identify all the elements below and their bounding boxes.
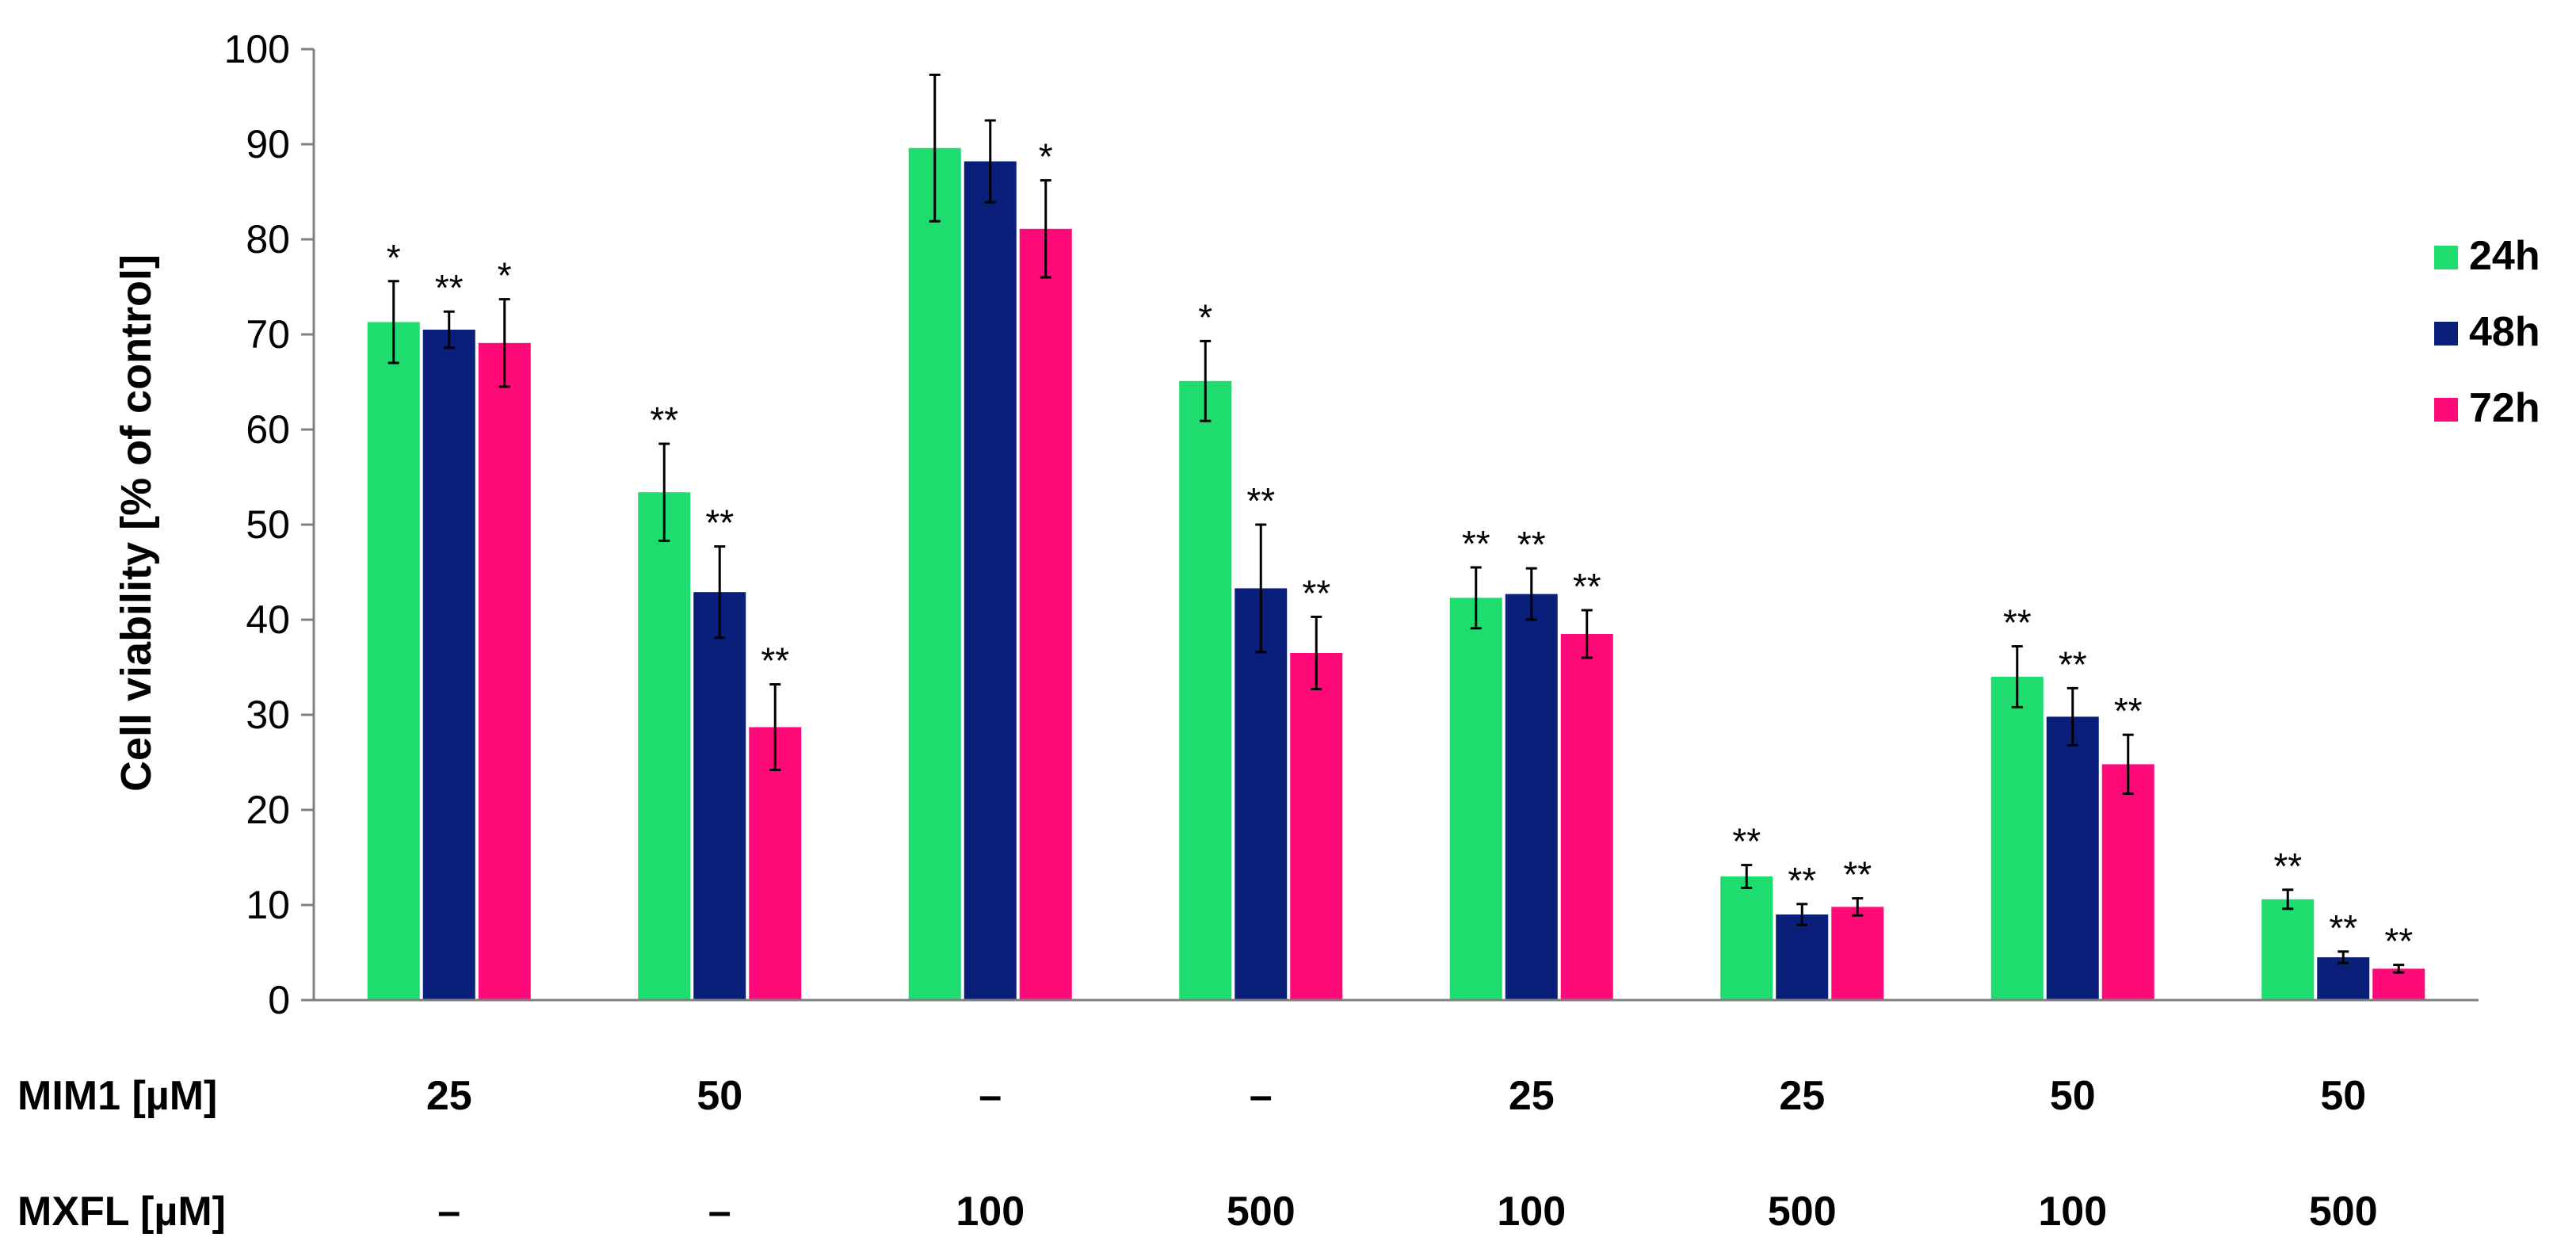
- y-tick-label: 50: [246, 502, 290, 547]
- y-tick-label: 20: [246, 788, 290, 832]
- significance-marker: **: [2384, 921, 2413, 962]
- category-row-value: –: [708, 1189, 731, 1235]
- bar-72h-0: [478, 342, 531, 1000]
- legend-swatch-24h: [2434, 246, 2458, 269]
- bar-48h-6: [2046, 716, 2099, 1000]
- bar-72h-7: [2372, 968, 2425, 1000]
- y-tick-label: 10: [246, 883, 290, 927]
- significance-marker: **: [1246, 480, 1275, 521]
- y-tick-label: 0: [268, 978, 290, 1022]
- category-row-value: 25: [426, 1073, 472, 1119]
- significance-marker: **: [435, 267, 464, 308]
- bar-72h-5: [1831, 907, 1884, 1000]
- legend-label: 72h: [2469, 385, 2540, 431]
- y-tick-label: 70: [246, 312, 290, 357]
- bar-24h-5: [1720, 876, 1773, 1000]
- y-tick-label: 100: [224, 27, 290, 71]
- category-row-value: –: [979, 1073, 1002, 1119]
- category-row-value: 100: [1497, 1189, 1566, 1235]
- legend-swatch-48h: [2434, 322, 2458, 346]
- y-axis-title: Cell viability [% of control]: [113, 254, 160, 792]
- bar-48h-1: [693, 592, 746, 1000]
- significance-marker: **: [1302, 572, 1330, 613]
- category-row-value: 25: [1509, 1073, 1555, 1119]
- y-axis-title-group: Cell viability [% of control]: [113, 254, 160, 792]
- legend: 24h 48h 72h: [2434, 233, 2540, 431]
- significance-marker: **: [2003, 602, 2032, 643]
- y-tick-label: 60: [246, 407, 290, 452]
- significance-marker: **: [2059, 643, 2087, 685]
- bar-24h-0: [367, 322, 420, 1000]
- significance-marker: *: [1198, 296, 1212, 338]
- bar-72h-1: [749, 727, 802, 1000]
- bar-48h-5: [1776, 914, 1829, 1000]
- bar-24h-6: [1990, 677, 2044, 1000]
- significance-marker: **: [1573, 566, 1601, 607]
- y-tick-label: 30: [246, 693, 290, 737]
- category-row-value: 50: [2050, 1073, 2096, 1119]
- significance-marker: **: [1843, 854, 1872, 895]
- y-tick-label: 40: [246, 598, 290, 642]
- bar-24h-7: [2261, 899, 2315, 1000]
- category-rows: MIM1 [µM] 25 50 – – 25 25 50 50 MXFL [µM] – – 100 500…: [17, 1073, 2378, 1235]
- category-row-label: MIM1 [µM]: [17, 1073, 217, 1119]
- bar-48h-2: [964, 161, 1017, 1001]
- category-row-value: 25: [1779, 1073, 1825, 1119]
- bar-24h-3: [1179, 380, 1232, 1000]
- significance-marker: **: [650, 399, 678, 441]
- significance-marker: *: [498, 255, 512, 296]
- y-tick-label: 90: [246, 122, 290, 166]
- significance-marker: **: [1462, 523, 1490, 564]
- significance-marker: **: [1732, 821, 1761, 862]
- category-row-value: 500: [2309, 1189, 2378, 1235]
- category-row-value: –: [437, 1189, 460, 1235]
- bar-24h-1: [638, 492, 691, 1000]
- bar-48h-0: [422, 330, 475, 1000]
- legend-swatch-72h: [2434, 398, 2458, 422]
- bar-48h-7: [2317, 957, 2370, 1000]
- category-row-value: 50: [2320, 1073, 2366, 1119]
- significance-marker: **: [2273, 846, 2302, 887]
- legend-label: 48h: [2469, 309, 2540, 355]
- category-row-value: 500: [1768, 1189, 1837, 1235]
- bar-24h-4: [1449, 598, 1502, 1000]
- bar-48h-4: [1505, 594, 1558, 1000]
- category-row-value: 500: [1227, 1189, 1296, 1235]
- significance-marker: **: [2114, 690, 2143, 731]
- bar-72h-4: [1560, 634, 1613, 1000]
- significance-marker: **: [2329, 907, 2357, 949]
- category-row-value: –: [1250, 1073, 1273, 1119]
- category-row-label: MXFL [µM]: [17, 1189, 226, 1235]
- category-row-value: 50: [696, 1073, 742, 1119]
- bar-48h-3: [1235, 588, 1288, 1000]
- bars: *** *************** ******** ************ **: [367, 73, 2425, 1001]
- bar-24h-2: [908, 147, 961, 1000]
- bar-72h-3: [1290, 653, 1343, 1000]
- bar-72h-6: [2101, 764, 2154, 1000]
- significance-marker: **: [705, 502, 734, 544]
- significance-marker: **: [1788, 860, 1816, 901]
- significance-marker: **: [1517, 524, 1546, 565]
- y-tick-label: 80: [246, 217, 290, 262]
- legend-label: 24h: [2469, 233, 2540, 279]
- y-axis: 0 10 20 30 40 50 60 70 80 90 100: [224, 27, 315, 1022]
- category-row-value: 100: [956, 1189, 1025, 1235]
- bar-72h-2: [1019, 228, 1072, 1000]
- significance-marker: *: [387, 237, 401, 278]
- significance-marker: **: [761, 640, 789, 682]
- category-row-value: 100: [2038, 1189, 2107, 1235]
- significance-marker: *: [1039, 136, 1053, 178]
